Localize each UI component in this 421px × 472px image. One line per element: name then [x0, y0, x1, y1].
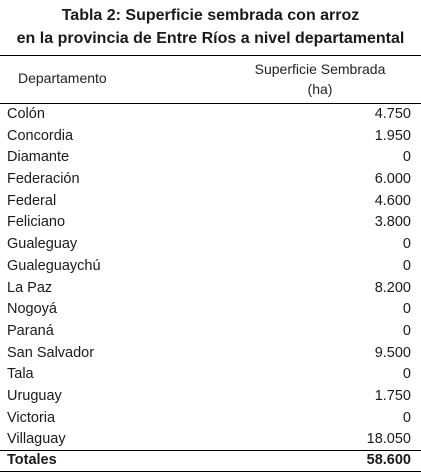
- row-superficie: 0: [402, 236, 411, 253]
- row-superficie: 18.050: [366, 431, 411, 448]
- row-superficie: 1.950: [374, 127, 411, 144]
- table-row: Gualeguay 0: [0, 235, 421, 257]
- row-departamento: La Paz: [7, 279, 53, 296]
- table-row: Diamante 0: [0, 148, 421, 170]
- table-row: Paraná 0: [0, 322, 421, 344]
- row-departamento: Nogoyá: [7, 301, 57, 318]
- row-superficie: 0: [402, 301, 411, 318]
- table-body: Colón 4.750 Concordia 1.950 Diamante 0 Fede…: [0, 105, 421, 452]
- row-departamento: Federal: [7, 192, 57, 209]
- row-superficie: 0: [402, 409, 411, 426]
- table-row: San Salvador 9.500: [0, 344, 421, 366]
- row-departamento: Tala: [7, 366, 34, 383]
- table-row: La Paz 8.200: [0, 279, 421, 301]
- table-row: Nogoyá 0: [0, 300, 421, 322]
- row-departamento: Villaguay: [7, 431, 66, 448]
- total-row: Totales 58.600: [0, 451, 421, 471]
- total-rule: [0, 450, 421, 451]
- table-row: Victoria 0: [0, 409, 421, 431]
- row-superficie: 4.750: [374, 106, 411, 122]
- row-superficie: 8.200: [374, 279, 411, 296]
- row-departamento: Gualeguaychú: [7, 257, 101, 274]
- table-title: Tabla 2: Superficie sembrada con arroz e…: [0, 4, 421, 50]
- row-superficie: 0: [402, 149, 411, 166]
- table-row: Federación 6.000: [0, 170, 421, 192]
- row-departamento: Federación: [7, 171, 80, 188]
- row-departamento: Colón: [7, 106, 45, 122]
- row-superficie: 6.000: [374, 171, 411, 188]
- table-row: Feliciano 3.800: [0, 213, 421, 235]
- row-superficie: 3.800: [374, 214, 411, 231]
- table-title-line-1: Tabla 2: Superficie sembrada con arroz: [61, 7, 360, 24]
- header-superficie-line-1: Superficie Sembrada: [254, 61, 386, 77]
- row-superficie: 0: [402, 366, 411, 383]
- row-superficie: 0: [402, 257, 411, 274]
- row-departamento: San Salvador: [7, 344, 95, 361]
- row-departamento: Paraná: [7, 322, 54, 339]
- table-row: Colón 4.750: [0, 105, 421, 127]
- row-departamento: Uruguay: [7, 387, 62, 404]
- row-superficie: 1.750: [374, 387, 411, 404]
- top-rule: [0, 55, 421, 56]
- table-row: Federal 4.600: [0, 192, 421, 214]
- table-row: Villaguay 18.050: [0, 430, 421, 452]
- table-title-line-2: en la provincia de Entre Ríos a nivel de…: [16, 30, 405, 47]
- row-departamento: Diamante: [7, 149, 70, 166]
- row-superficie: 0: [402, 322, 411, 339]
- table-row: Uruguay 1.750: [0, 387, 421, 409]
- row-departamento: Victoria: [7, 409, 56, 426]
- header-departamento: Departamento: [18, 70, 107, 86]
- table-row: Concordia 1.950: [0, 127, 421, 149]
- total-value: 58.600: [366, 452, 411, 468]
- table-row: Tala 0: [0, 365, 421, 387]
- total-label: Totales: [7, 452, 57, 468]
- header-superficie: Superficie Sembrada (ha): [240, 59, 400, 99]
- row-departamento: Concordia: [7, 127, 74, 144]
- header-rule: [0, 103, 421, 104]
- row-superficie: 4.600: [374, 192, 411, 209]
- row-superficie: 9.500: [374, 344, 411, 361]
- table-row: Gualeguaychú 0: [0, 257, 421, 279]
- row-departamento: Feliciano: [7, 214, 66, 231]
- header-superficie-line-2: (ha): [307, 81, 333, 97]
- row-departamento: Gualeguay: [7, 236, 78, 253]
